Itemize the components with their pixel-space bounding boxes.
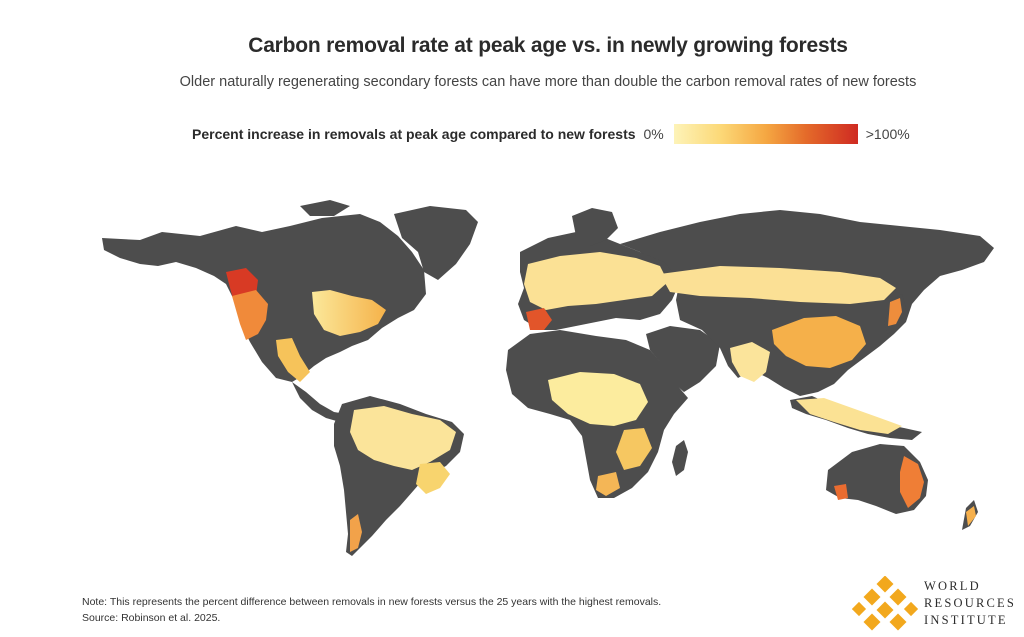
india-forest (730, 342, 770, 382)
logo-diamond-pattern (852, 576, 918, 631)
north-america-landmass (102, 214, 426, 382)
greenland-landmass (394, 206, 478, 280)
europe-forest (524, 252, 668, 310)
logo-line-3: INSTITUTE (924, 613, 1008, 627)
legend-color-bar (673, 124, 858, 144)
logo-line-1: WORLD (924, 579, 981, 593)
chart-subtitle: Older naturally regenerating secondary f… (179, 74, 917, 90)
madagascar-landmass (672, 440, 688, 476)
wri-logo-mark (852, 576, 918, 631)
iberia-hotspot (526, 308, 552, 330)
note-block: Note: This represents the percent differ… (82, 594, 661, 626)
land-masses (102, 200, 994, 556)
forest-removal-overlay (226, 252, 976, 552)
atlantic-forest (416, 462, 450, 494)
mexico-forest (276, 338, 310, 382)
east-africa-forest (616, 428, 652, 470)
china-forest (772, 316, 866, 368)
asia-landmass (620, 210, 994, 396)
western-north-america-forest (232, 290, 268, 340)
amazon-forest (350, 406, 456, 470)
chart-title: Carbon removal rate at peak age vs. in n… (248, 34, 848, 57)
wri-logo-text: WORLD RESOURCES INSTITUTE (924, 578, 1016, 629)
eastern-north-america-forest (312, 290, 386, 336)
legend-max-label: >100% (865, 126, 910, 142)
central-africa-forest (548, 372, 648, 426)
legend: Percent increase in removals at peak age… (192, 123, 910, 145)
siberia-forest (660, 266, 896, 304)
scandinavia-landmass (572, 208, 618, 246)
southwest-australia-forest (834, 484, 848, 500)
source-text: Source: Robinson et al. 2025. (82, 612, 221, 624)
southern-africa-forest (596, 472, 620, 496)
legend-min-label: 0% (643, 126, 664, 142)
middle-east-landmass (646, 326, 720, 392)
chile-forest (350, 514, 362, 552)
logo-line-2: RESOURCES (924, 596, 1017, 610)
southeast-asia-forest (796, 398, 902, 434)
legend-title: Percent increase in removals at peak age… (192, 126, 636, 142)
arctic-islands (300, 200, 350, 216)
new-zealand-forest (966, 506, 976, 526)
note-text: Note: This represents the percent differ… (82, 596, 662, 608)
east-australia-forest (900, 456, 924, 508)
japan-forest (888, 298, 902, 326)
